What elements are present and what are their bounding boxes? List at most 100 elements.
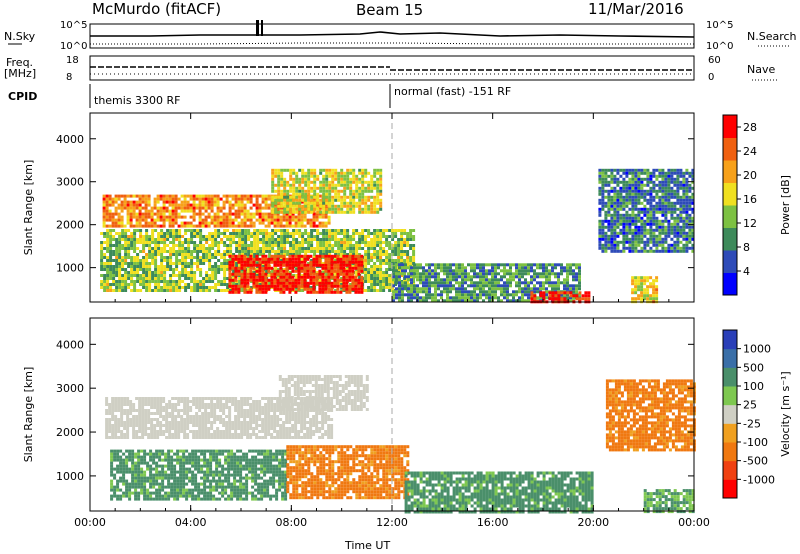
power-cell <box>277 174 281 178</box>
power-cell <box>476 266 479 270</box>
power-cell <box>572 272 575 276</box>
power-cell <box>578 284 581 288</box>
power-cell <box>688 216 692 220</box>
power-cell <box>351 272 355 276</box>
power-cell <box>283 253 287 256</box>
power-cell <box>289 207 293 211</box>
power-cell <box>325 207 329 211</box>
power-cell <box>637 177 641 181</box>
power-cell <box>379 204 383 208</box>
power-cell <box>318 224 322 228</box>
power-cell <box>358 198 362 202</box>
power-cell <box>691 237 695 241</box>
power-cell <box>646 168 650 172</box>
power-cell <box>307 198 311 202</box>
power-cell <box>144 218 148 222</box>
power-cell <box>358 195 362 199</box>
power-cell <box>545 275 548 279</box>
power-cell <box>637 192 641 196</box>
power-cell <box>643 189 647 193</box>
power-cell <box>294 263 298 267</box>
power-cell <box>312 212 316 216</box>
power-cell <box>518 296 521 300</box>
power-cell <box>133 235 137 238</box>
power-cell <box>682 183 686 187</box>
power-cell <box>246 281 250 285</box>
power-cell <box>111 215 115 219</box>
nsky-trace <box>90 31 695 38</box>
power-cell <box>114 209 118 213</box>
power-cell <box>309 272 313 276</box>
power-cell <box>208 265 212 268</box>
power-cell <box>661 192 665 196</box>
power-cell <box>234 197 238 201</box>
power-cell <box>151 253 155 256</box>
power-cell <box>267 203 271 207</box>
power-cell <box>349 168 353 172</box>
power-cell <box>216 194 220 198</box>
power-cell <box>207 224 211 228</box>
power-cell <box>406 253 410 256</box>
power-cell <box>217 283 221 286</box>
power-cell <box>524 272 527 276</box>
power-cell <box>661 186 665 190</box>
power-cell <box>307 168 311 172</box>
power-cell <box>652 207 656 211</box>
power-cell <box>640 180 644 184</box>
power-cell <box>102 197 106 201</box>
power-cell <box>500 284 503 288</box>
power-cell <box>325 232 329 235</box>
power-cell <box>106 241 110 244</box>
power-cell <box>292 210 296 214</box>
power-cell <box>637 201 641 205</box>
power-cell <box>370 244 374 247</box>
power-cell <box>132 206 136 210</box>
power-cell <box>437 281 440 285</box>
power-cell <box>148 265 152 268</box>
power-cell <box>297 224 301 228</box>
power-cell <box>652 249 656 253</box>
power-cell <box>634 240 638 244</box>
power-cell <box>169 286 173 289</box>
power-cell <box>437 299 440 303</box>
power-cell <box>307 247 311 250</box>
power-cell <box>342 281 346 285</box>
power-cell <box>581 297 585 301</box>
power-cell <box>271 238 275 241</box>
power-cell <box>449 299 452 303</box>
power-cell <box>243 206 247 210</box>
power-cell <box>109 229 113 232</box>
power-cell <box>688 174 692 178</box>
power-cell <box>625 225 629 229</box>
power-cell <box>324 215 328 219</box>
power-cell <box>114 200 118 204</box>
power-cell <box>491 269 494 273</box>
power-cell <box>139 235 143 238</box>
power-cell <box>670 225 674 229</box>
power-cell <box>554 294 558 298</box>
power-cell <box>244 247 248 250</box>
power-cell <box>376 235 380 238</box>
power-cell <box>106 232 110 235</box>
power-cell <box>631 231 635 235</box>
power-cell <box>616 210 620 214</box>
power-cell <box>258 260 262 264</box>
power-cell <box>307 210 311 214</box>
power-cell <box>634 276 638 280</box>
power-cell <box>141 212 145 216</box>
power-cell <box>385 229 389 232</box>
power-cell <box>279 266 283 270</box>
power-cell <box>670 228 674 232</box>
power-cell <box>370 195 374 199</box>
power-cell <box>205 274 209 277</box>
power-cell <box>261 218 265 222</box>
power-cell <box>334 174 338 178</box>
power-cell <box>361 198 365 202</box>
power-cell <box>280 177 284 181</box>
power-cell <box>295 229 299 232</box>
power-cell <box>563 293 566 297</box>
power-cell <box>262 250 266 253</box>
power-cell <box>634 186 638 190</box>
power-cell <box>601 183 605 187</box>
power-cell <box>437 272 440 276</box>
